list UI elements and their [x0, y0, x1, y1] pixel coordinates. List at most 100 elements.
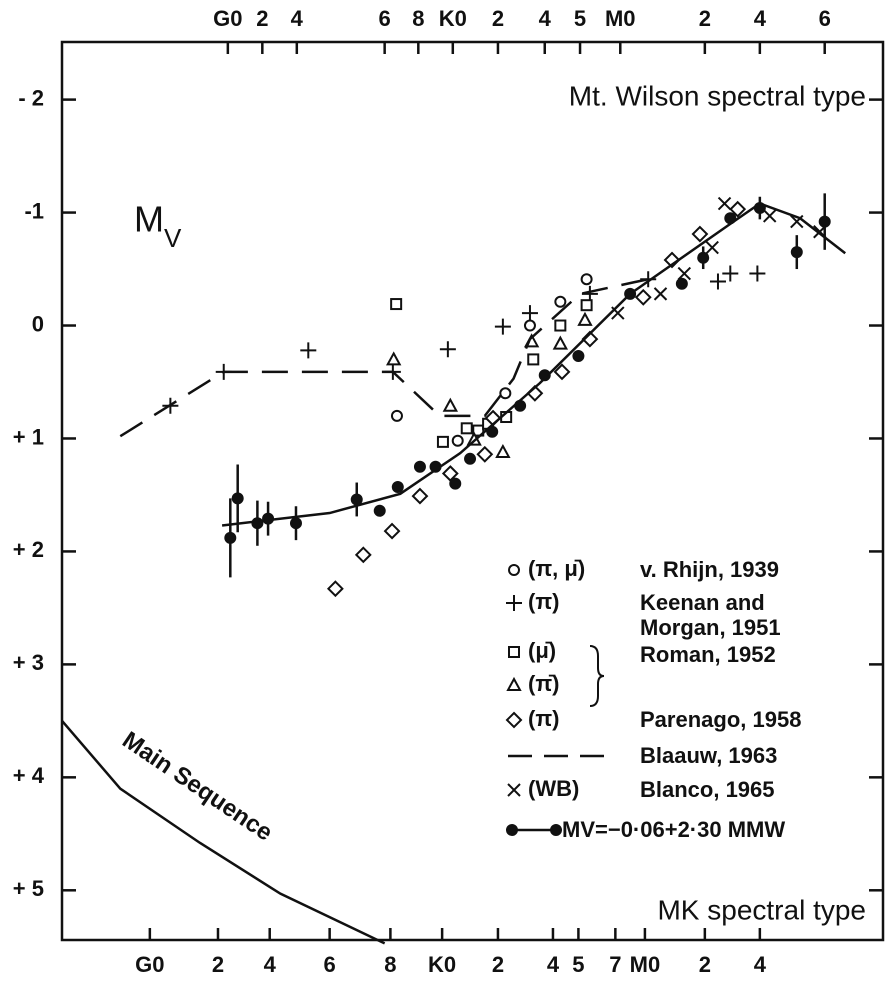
dot-marker: [790, 246, 803, 259]
plus-marker: [439, 341, 456, 358]
legend-label: Blaauw, 1963: [640, 743, 778, 768]
dot-marker: [391, 481, 404, 494]
x-tick-label: 5: [572, 952, 584, 977]
y-tick-label: + 3: [13, 650, 44, 675]
triangle-marker: [577, 311, 593, 326]
legend-entry: Keenan and Morgan, 1951: [640, 590, 781, 640]
legend-brace: [589, 645, 605, 707]
dot-marker: [464, 452, 477, 465]
diamond-marker: [354, 546, 372, 564]
plus-marker: [749, 265, 766, 282]
fit-line: [221, 202, 847, 527]
plus-marker: [506, 595, 522, 611]
diamond-marker: [326, 580, 344, 598]
legend-entry: Parenago, 1958: [640, 707, 802, 732]
diamond-marker: [383, 522, 401, 540]
dot-marker: [550, 824, 562, 836]
y-tick-label: -1: [24, 198, 44, 223]
legend-key: (WB): [528, 776, 579, 801]
circle-marker: [523, 319, 536, 332]
x-marker: [705, 240, 719, 255]
circle-marker: [580, 273, 593, 286]
dot-marker: [675, 277, 688, 290]
x2-tick-label: K0: [439, 6, 467, 31]
dot-marker: [486, 425, 499, 438]
dot-marker: [724, 212, 737, 225]
legend-label: v. Rhijn, 1939: [640, 557, 779, 582]
dot-marker: [373, 504, 386, 517]
legend-entry: Blaauw, 1963: [640, 743, 778, 768]
dot-marker: [262, 512, 275, 525]
dot-marker: [538, 369, 551, 382]
diamond-marker: [691, 225, 709, 243]
x-tick-label: 7: [609, 952, 621, 977]
x-marker: [653, 287, 668, 301]
legend-label: Blanco, 1965: [640, 777, 775, 802]
legend-key: (π, μ̄): [528, 556, 585, 581]
plus-marker: [300, 342, 317, 359]
y-tick-label: 0: [32, 311, 44, 336]
x2-tick-label: 4: [291, 6, 304, 31]
x2-tick-label: 8: [412, 6, 424, 31]
diamond-marker: [553, 363, 571, 381]
square-marker: [527, 353, 540, 366]
x2-tick-label: G0: [213, 6, 242, 31]
legend-label: MV=−0·06+2·30 MMW: [562, 817, 786, 842]
x-tick-label: K0: [428, 952, 456, 977]
dot-marker: [350, 493, 363, 506]
triangle-marker: [506, 676, 522, 691]
legend-label: Keenan and Morgan, 1951: [640, 590, 781, 640]
annotation: Main Sequence: [117, 726, 277, 846]
x2-tick-label: M0: [605, 6, 636, 31]
dot-marker: [624, 287, 637, 300]
x2-tick-label: 2: [699, 6, 711, 31]
legend-entry: Blanco, 1965: [640, 777, 775, 802]
y-tick-label: + 4: [13, 763, 45, 788]
square-marker: [554, 319, 567, 332]
dashed-line: [119, 277, 649, 438]
x-tick-label: 2: [492, 952, 504, 977]
x-tick-label: 4: [754, 952, 767, 977]
square-marker: [508, 646, 520, 658]
x-marker: [677, 266, 692, 281]
x-marker: [507, 783, 521, 797]
legend-label: Parenago, 1958: [640, 707, 802, 732]
x2-tick-label: 5: [574, 6, 586, 31]
legend-entry: v. Rhijn, 1939: [640, 557, 779, 582]
x-tick-label: 4: [264, 952, 277, 977]
legend-key: (μ̄): [528, 638, 556, 663]
plus-marker: [494, 318, 511, 335]
dot-marker: [429, 460, 442, 473]
triangle-marker: [552, 335, 569, 350]
legend-entry: MV=−0·06+2·30 MMW: [562, 817, 786, 842]
x-tick-label: 2: [699, 952, 711, 977]
dot-marker: [449, 477, 462, 490]
legend-key: (π): [528, 706, 560, 731]
x2-tick-label: 2: [492, 6, 504, 31]
dot-marker: [753, 202, 766, 215]
triangle-marker: [385, 351, 402, 366]
x2-tick-label: 4: [539, 6, 552, 31]
x-tick-label: 8: [384, 952, 396, 977]
dot-marker: [231, 492, 244, 505]
y-tick-label: - 2: [18, 85, 44, 110]
dot-marker: [289, 517, 302, 530]
x-marker: [762, 209, 777, 223]
x-tick-label: 2: [212, 952, 224, 977]
triangle-marker: [495, 443, 511, 459]
bottom-axis-title: MK spectral type: [657, 894, 866, 925]
triangle-marker: [442, 397, 459, 412]
circle-marker: [390, 409, 403, 422]
dot-marker: [251, 517, 264, 530]
x-marker: [717, 196, 732, 211]
circle-marker: [554, 295, 567, 308]
plot-frame: [60, 40, 885, 942]
square-marker: [472, 424, 485, 437]
x2-tick-label: 2: [256, 6, 268, 31]
x2-tick-label: 6: [379, 6, 391, 31]
legend-label: Roman, 1952: [640, 642, 776, 667]
diamond-marker: [476, 445, 494, 463]
square-marker: [390, 298, 403, 311]
x2-tick-label: 4: [754, 6, 767, 31]
x-tick-label: G0: [135, 952, 164, 977]
